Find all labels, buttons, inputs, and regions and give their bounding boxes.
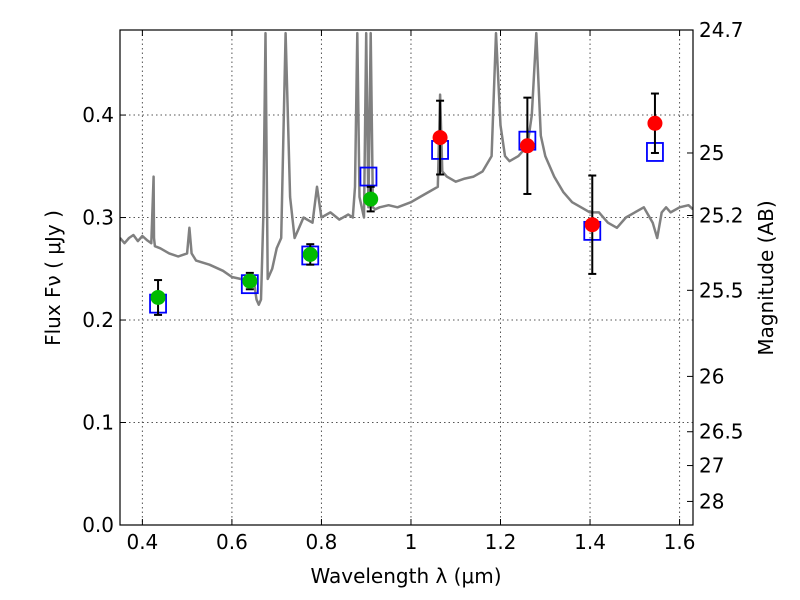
y2-tick-label: 28 [699,489,724,513]
plot-frame [119,29,694,526]
x-tick-label: 0.4 [126,530,158,554]
y2-axis-title: Magnitude (AB) [754,200,778,355]
red-data-point [584,217,600,233]
green-data-point [302,246,318,262]
model-spectrum-line [120,31,693,306]
green-data-point [150,289,166,305]
y2-tick-label: 25 [699,141,724,165]
points-layer [149,92,664,316]
y-tick-label: 0.1 [82,411,114,435]
model-spectrum-layer [120,31,693,306]
x-tick-label: 0.6 [216,530,248,554]
y2-tick-label: 25.2 [699,203,744,227]
y-tick-label: 0.2 [82,308,114,332]
x-tick-label: 1.2 [485,530,517,554]
y-tick-label: 0.0 [82,513,114,537]
ticks-layer: 0.4 0.6 0.8 1 1.2 1.4 1.6 0.0 0.1 0.2 0.3 0.4 24.7 25… [82,18,743,554]
green-data-point [363,191,379,207]
x-axis-title: Wavelength λ (μm) [310,564,501,588]
grid [120,30,693,525]
y2-tick-label: 25.5 [699,278,744,302]
y-tick-label: 0.4 [82,103,114,127]
y2-tick-label: 26.5 [699,420,744,444]
y-tick-label: 0.3 [82,206,114,230]
red-data-point [432,130,448,146]
red-data-point [647,115,663,131]
model-box [359,166,378,187]
y2-tick-label: 26 [699,364,724,388]
y-axis-title: Flux Fν ( μJy ) [41,210,65,346]
y2-tick-label: 24.7 [699,18,744,42]
green-data-point [242,273,258,289]
x-tick-label: 1 [405,530,418,554]
x-tick-label: 1.4 [574,530,606,554]
red-data-point [519,138,535,154]
x-tick-label: 0.8 [306,530,338,554]
y2-tick-label: 27 [699,454,724,478]
x-tick-label: 1.6 [664,530,696,554]
